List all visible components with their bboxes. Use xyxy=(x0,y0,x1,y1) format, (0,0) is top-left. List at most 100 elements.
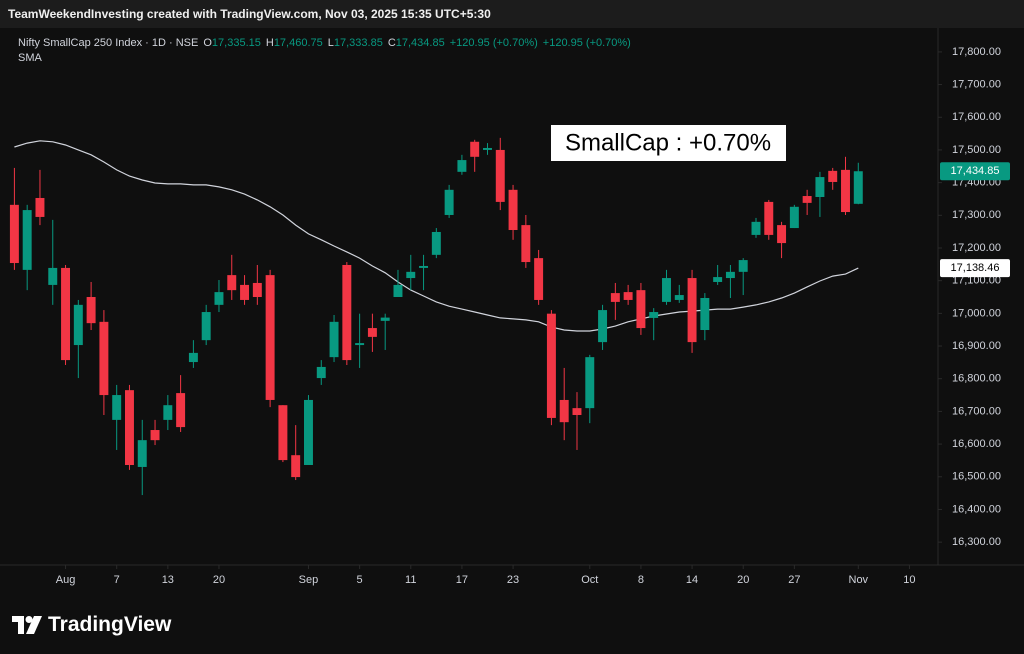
candle xyxy=(188,340,198,368)
x-tick-label: Oct xyxy=(581,574,598,586)
candle-body xyxy=(623,292,633,300)
legend-value: 17,335.15 xyxy=(211,37,261,49)
candle xyxy=(444,184,454,218)
candle-body xyxy=(73,304,83,346)
candle xyxy=(22,204,32,291)
candle-body xyxy=(559,399,569,423)
candle xyxy=(687,269,697,353)
indicator: SMA xyxy=(18,52,42,64)
y-tick-label: 17,500.00 xyxy=(952,144,1001,156)
x-tick-label: Nov xyxy=(849,574,869,586)
candle-body xyxy=(687,278,697,343)
candle-body xyxy=(777,225,787,244)
candle xyxy=(700,293,710,341)
candle xyxy=(815,171,825,217)
candle xyxy=(137,419,147,496)
candle xyxy=(61,264,71,365)
sma-tag xyxy=(940,259,1010,278)
candle xyxy=(431,228,441,259)
y-tick-label: 17,800.00 xyxy=(952,46,1001,58)
candle-body xyxy=(546,313,556,418)
candle-body xyxy=(521,225,531,263)
candle-body xyxy=(329,321,339,358)
legend-change: +120.95 (+0.70%) xyxy=(542,37,631,49)
candle-body xyxy=(316,366,326,379)
candle-body xyxy=(291,455,301,478)
candle xyxy=(521,214,531,268)
candle-body xyxy=(483,147,492,150)
candle xyxy=(636,282,646,335)
candle-body xyxy=(137,440,147,467)
annotation-box: SmallCap : +0.70% xyxy=(551,125,786,161)
candle xyxy=(316,360,326,385)
candle xyxy=(163,395,173,431)
legend-key: C xyxy=(387,37,396,49)
x-tick-label: 17 xyxy=(456,574,468,586)
candle-body xyxy=(585,357,595,409)
candle xyxy=(777,221,787,259)
candle-body xyxy=(380,317,390,321)
candle xyxy=(828,167,838,190)
candle-body xyxy=(201,312,211,341)
x-tick-label: 7 xyxy=(114,574,120,586)
candle-body xyxy=(674,295,684,300)
legend-key: O xyxy=(203,37,212,49)
candle xyxy=(291,425,301,481)
legend-key: H xyxy=(265,37,274,49)
brand-logo xyxy=(12,616,42,634)
annotation: SmallCap : +0.70% xyxy=(565,129,771,156)
price-tag xyxy=(940,162,1010,181)
candle-body xyxy=(214,292,224,305)
candle xyxy=(265,269,275,408)
candle-body xyxy=(828,170,838,182)
candle xyxy=(380,313,390,350)
candle xyxy=(789,204,799,229)
x-tick-label: 20 xyxy=(213,574,225,586)
sma-tag-label: 17,138.46 xyxy=(951,262,1000,274)
candle xyxy=(483,143,492,155)
candle-body xyxy=(188,352,198,363)
candle xyxy=(329,314,339,363)
y-tick-label: 16,600.00 xyxy=(952,438,1001,450)
candle xyxy=(598,304,608,350)
candle-body xyxy=(649,312,659,318)
candle xyxy=(572,392,582,450)
x-tick-label: 20 xyxy=(737,574,749,586)
candle-body xyxy=(99,321,109,396)
candle xyxy=(9,167,19,270)
sma-line xyxy=(14,140,859,332)
y-tick-label: 17,000.00 xyxy=(952,307,1001,319)
legend-line: Nifty SmallCap 250 Index · 1D · NSE O17,3… xyxy=(18,36,631,51)
candle xyxy=(406,254,416,291)
candle-body xyxy=(406,271,416,279)
candle-body xyxy=(764,201,774,235)
candle-body xyxy=(176,393,186,428)
candle-body xyxy=(150,430,160,441)
x-tick-label: 11 xyxy=(405,574,416,586)
candle-body xyxy=(610,293,620,302)
candle xyxy=(278,405,288,463)
x-tick-label: Sep xyxy=(299,574,319,586)
candle-body xyxy=(738,260,748,272)
y-tick-label: 16,300.00 xyxy=(952,536,1001,548)
candle xyxy=(393,269,403,298)
candle-body xyxy=(342,264,352,361)
candle xyxy=(419,254,429,291)
legend-value: 17,460.75 xyxy=(273,37,323,49)
candle xyxy=(227,254,237,300)
candle-body xyxy=(419,265,429,268)
x-tick-label: 27 xyxy=(788,574,800,586)
candle xyxy=(73,299,83,379)
candle xyxy=(252,264,262,305)
candle-body xyxy=(227,275,237,291)
candle xyxy=(124,384,134,470)
candle-body xyxy=(35,197,45,217)
x-tick-label: 5 xyxy=(357,574,363,586)
candle-body xyxy=(86,297,96,324)
header: TeamWeekendInvesting created with Tradin… xyxy=(0,0,1024,28)
candle-body xyxy=(802,196,812,203)
candle-body xyxy=(495,149,505,202)
candle-body xyxy=(789,206,799,229)
candle-body xyxy=(355,343,365,346)
